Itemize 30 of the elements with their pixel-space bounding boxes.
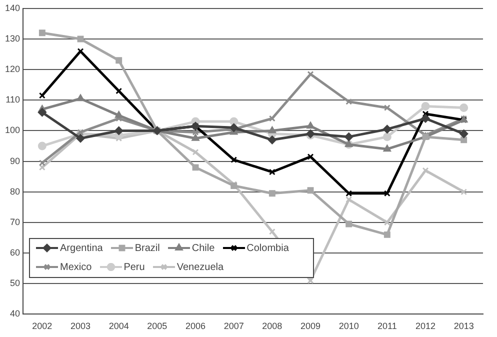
y-tick-label: 90 [10, 156, 20, 166]
legend-label: Brazil [134, 242, 160, 254]
y-tick-label: 80 [10, 186, 20, 196]
legend-label: Chile [192, 242, 215, 254]
x-tick-label: 2007 [224, 321, 244, 332]
y-tick-label: 120 [4, 64, 20, 74]
x-tick-label: 2003 [70, 321, 91, 332]
x-tick-label: 2009 [300, 321, 321, 332]
y-tick-label: 100 [4, 125, 20, 136]
y-tick-label: 50 [10, 278, 20, 288]
x-tick-label: 2008 [262, 321, 282, 332]
y-tick-label: 140 [4, 2, 20, 13]
legend-label: Colombia [246, 242, 289, 254]
y-tick-label: 130 [4, 33, 20, 44]
x-tick-label: 2010 [338, 321, 359, 332]
y-tick-label: 60 [10, 248, 20, 258]
x-tick-label: 2013 [454, 321, 474, 332]
x-tick-label: 2012 [415, 321, 436, 332]
y-tick-label: 70 [10, 216, 20, 227]
y-tick-label: 110 [6, 94, 20, 105]
legend-label: Argentina [60, 242, 103, 254]
x-tick-label: 2002 [32, 321, 52, 332]
x-tick-label: 2011 [377, 321, 397, 332]
x-tick-label: 2004 [108, 321, 129, 332]
legend-label: Mexico [60, 262, 92, 273]
legend-label: Venezuela [176, 262, 224, 273]
x-tick-label: 2006 [185, 321, 206, 332]
x-tick-label: 2005 [147, 321, 168, 332]
legend-label: Peru [124, 262, 145, 273]
y-tick-label: 40 [10, 308, 20, 319]
